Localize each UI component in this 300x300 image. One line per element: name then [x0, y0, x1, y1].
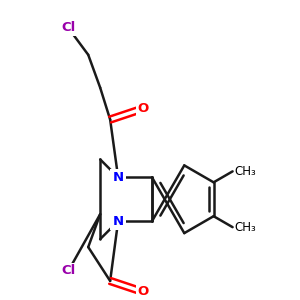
- Text: O: O: [137, 102, 149, 115]
- Text: N: N: [112, 171, 124, 184]
- Text: CH₃: CH₃: [235, 221, 256, 234]
- Text: N: N: [112, 215, 124, 228]
- Text: O: O: [137, 285, 149, 298]
- Text: Cl: Cl: [61, 265, 75, 278]
- Text: CH₃: CH₃: [235, 165, 256, 178]
- Text: Cl: Cl: [61, 21, 75, 34]
